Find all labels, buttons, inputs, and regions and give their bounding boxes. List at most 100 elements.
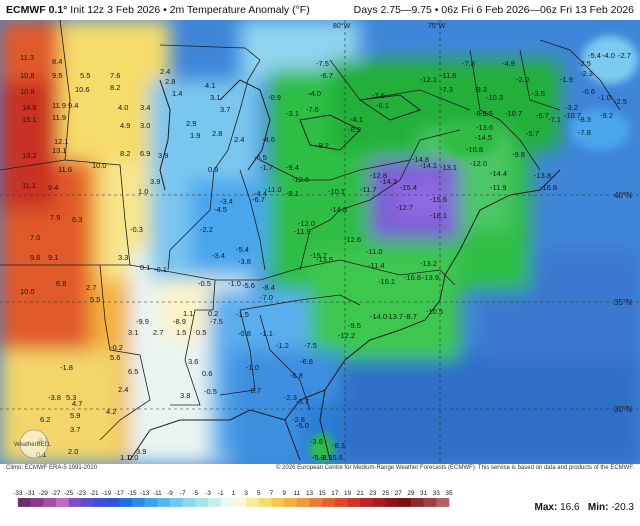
anomaly-value-label: -5.3 [312, 453, 325, 462]
anomaly-value-label: 2.8 [212, 129, 222, 138]
product-name: • 2m Temperature Anomaly (°F) [160, 4, 310, 16]
anomaly-value-label: -4.1 [350, 115, 363, 124]
anomaly-value-label: -0.2 [110, 343, 123, 352]
anomaly-value-label: 6.8 [56, 279, 66, 288]
lat-label-40: 40°N [614, 191, 632, 200]
anomaly-value-label: -7.3 [440, 85, 453, 94]
anomaly-value-label: -8.7 [404, 312, 417, 321]
anomaly-value-label: -12.7 [396, 203, 413, 212]
anomaly-value-label: -1.9 [560, 75, 573, 84]
map-title: ECMWF 0.1° Init 12z 3 Feb 2026 • 2m Temp… [6, 4, 310, 16]
colorbar-tick-label: 13 [306, 490, 314, 497]
anomaly-value-label: -7.0 [260, 293, 273, 302]
colorbar-swatch [182, 498, 196, 507]
anomaly-value-label: -12.0 [470, 159, 487, 168]
colorbar-tick-label: -7 [180, 490, 186, 497]
anomaly-value-label: -10.5 [426, 307, 443, 316]
colorbar-swatch [43, 498, 57, 507]
anomaly-value-label: -6.7 [252, 195, 265, 204]
colorbar-swatch [372, 498, 386, 507]
min-value: -20.3 [611, 502, 634, 513]
anomaly-value-label: -6.8 [290, 371, 303, 380]
anomaly-value-label: 5.3 [66, 393, 76, 402]
map-footer: Climo: ECMWF ERA-5 1991-2020 © 2026 Euro… [0, 464, 640, 526]
anomaly-value-label: -4.4 [254, 189, 267, 198]
colorbar-tick-label: 31 [420, 490, 428, 497]
colorbar-tick-label: 35 [445, 490, 453, 497]
anomaly-value-label: 10.0 [92, 161, 107, 170]
anomaly-value-label: -3.4 [220, 197, 233, 206]
colorbar-swatch [347, 498, 361, 507]
anomaly-value-label: -3.8 [238, 257, 251, 266]
anomaly-value-label: -4.9 [502, 59, 515, 68]
colorbar-swatch [106, 498, 120, 507]
anomaly-value-label: -1.8 [60, 363, 73, 372]
anomaly-value-label: 2.4 [118, 385, 128, 394]
anomaly-value-label: -4.6 [262, 135, 275, 144]
anomaly-value-label: -16.8 [540, 183, 557, 192]
anomaly-value-label: -11.0 [265, 185, 282, 194]
anomaly-value-label: -10.8 [466, 145, 483, 154]
anomaly-value-label: 6.3 [72, 215, 82, 224]
colorbar-tick-label: 15 [319, 490, 327, 497]
anomaly-value-label: -4.0 [308, 89, 321, 98]
anomaly-value-label: -3.7 [296, 397, 309, 406]
anomaly-value-label: -10.7 [505, 109, 522, 118]
anomaly-value-label: 7.9 [50, 213, 60, 222]
max-label: Max: [534, 502, 558, 513]
colorbar-tick-label: 9 [282, 490, 286, 497]
anomaly-value-label: -14.8 [412, 155, 429, 164]
anomaly-value-label: -12.2 [338, 331, 355, 340]
colorbar: -33 -31 -29 -27 -25 -23 -21 -19 -17 -15 -13 -11 -9 -7… [13, 490, 453, 507]
anomaly-value-label: -9.8 [512, 150, 525, 159]
colorbar-swatch [55, 498, 69, 507]
colorbar-tick-label: -27 [51, 490, 61, 497]
anomaly-value-label: 10.8 [20, 87, 35, 96]
anomaly-value-label: 3.6 [188, 357, 198, 366]
anomaly-value-label: 2.9 [186, 119, 196, 128]
anomaly-value-label: -8.9 [348, 125, 361, 134]
anomaly-value-label: -9.1 [286, 189, 299, 198]
anomaly-value-label: -11.7 [360, 185, 377, 194]
anomaly-value-label: 3.9 [136, 447, 146, 456]
anomaly-value-label: -13.2 [420, 259, 437, 268]
anomaly-value-label: 0.1 [140, 263, 150, 272]
colorbar-tick-label: -9 [167, 490, 173, 497]
anomaly-value-label: -9.2 [600, 111, 613, 120]
anomaly-value-label: 2.7 [153, 328, 163, 337]
anomaly-value-label: 1.5 [176, 328, 186, 337]
anomaly-value-label: -5.0 [296, 421, 309, 430]
anomaly-value-label: -12.6 [292, 175, 309, 184]
colorbar-swatch [322, 498, 336, 507]
colorbar-swatch [17, 498, 31, 507]
colorbar-swatch [385, 498, 399, 507]
anomaly-value-label: -1.1 [260, 329, 273, 338]
model-name: ECMWF 0.1° [6, 4, 68, 16]
lat-label-35: 35°N [614, 298, 632, 307]
anomaly-value-label: 13.2 [22, 151, 37, 160]
anomaly-value-label: -14.0 [370, 312, 387, 321]
anomaly-value-label: -11.9 [294, 227, 311, 236]
anomaly-value-label: -5.4 [236, 245, 249, 254]
colorbar-swatch [258, 498, 272, 507]
anomaly-value-label: -2.5 [578, 59, 591, 68]
anomaly-value-label: 11.9 [52, 101, 66, 110]
anomaly-value-label: -9.3 [474, 85, 487, 94]
anomaly-value-label: 5.9 [70, 411, 80, 420]
anomaly-value-label: -0.1 [154, 265, 167, 274]
colorbar-swatch [410, 498, 424, 507]
anomaly-value-label: -3.6 [310, 437, 323, 446]
anomaly-value-label: 8.4 [52, 57, 62, 66]
anomaly-value-label: 8.2 [110, 83, 120, 92]
anomaly-value-label: 1.4 [172, 89, 182, 98]
colorbar-tick-label: -1 [218, 490, 224, 497]
anomaly-value-label: -8.5 [474, 109, 487, 118]
anomaly-value-label: 10.6 [75, 85, 90, 94]
anomaly-value-label: 0.2 [208, 309, 218, 318]
anomaly-value-label: 3.7 [70, 425, 80, 434]
anomaly-value-label: -12.8 [370, 171, 387, 180]
colorbar-tick-label: -3 [205, 490, 211, 497]
anomaly-value-label: -9.9 [136, 317, 149, 326]
anomaly-value-label: -7.6 [372, 91, 385, 100]
anomaly-value-label: -15.7 [310, 251, 327, 260]
